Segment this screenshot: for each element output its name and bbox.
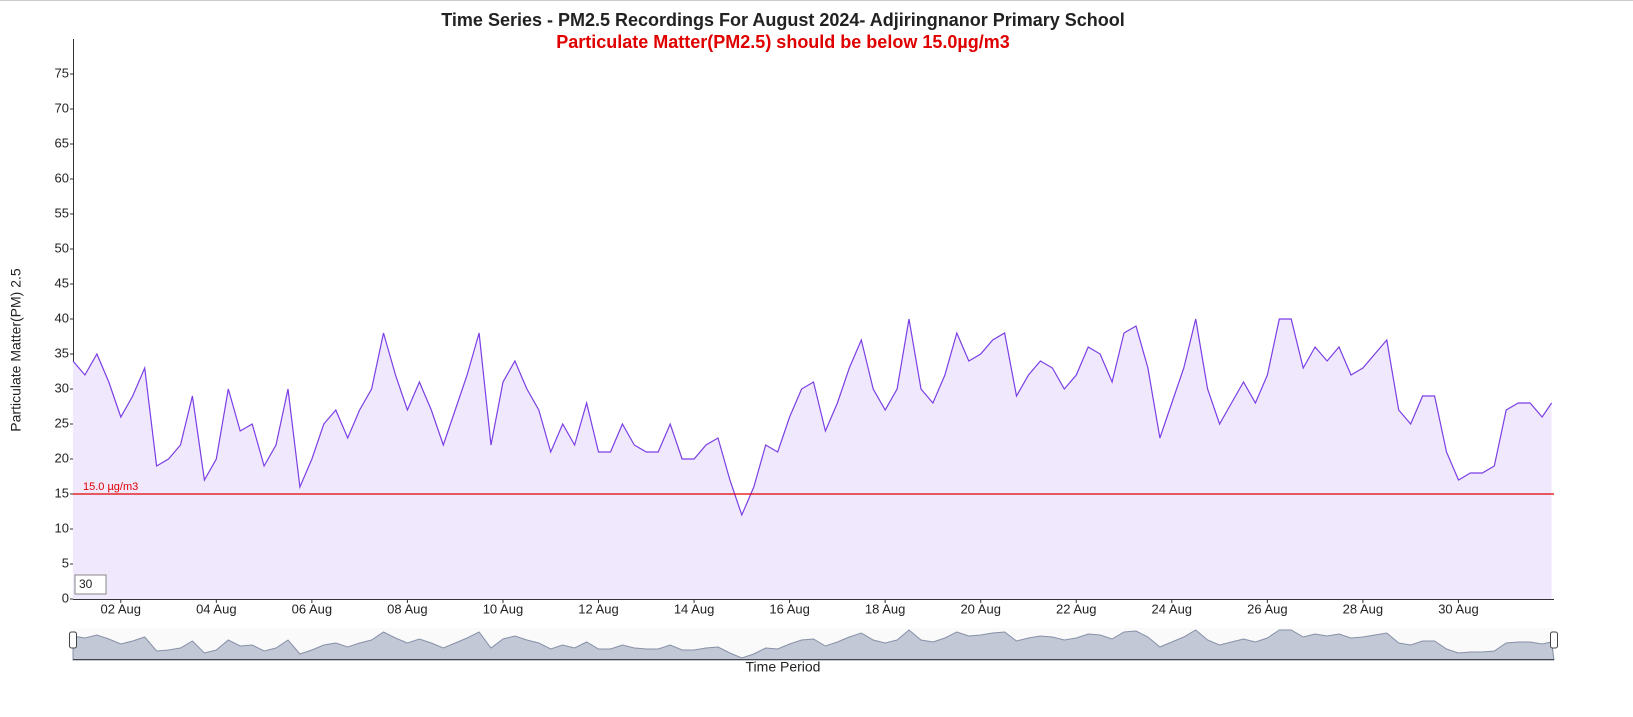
line xyxy=(72,318,1553,517)
x-tick-label: 04 Aug xyxy=(196,601,237,616)
chart-title: Time Series - PM2.5 Recordings For Augus… xyxy=(441,10,1125,30)
y-tick-label: 70 xyxy=(55,100,69,115)
roll-period-value: 30 xyxy=(79,577,93,591)
threshold-label: 15.0 µg/m3 xyxy=(83,481,138,493)
x-tick-label: 30 Aug xyxy=(1438,601,1479,616)
y-tick-label: 55 xyxy=(55,205,69,220)
y-tick-label: 45 xyxy=(55,275,69,290)
x-tick-label: 08 Aug xyxy=(387,601,428,616)
y-tick-label: 35 xyxy=(55,345,69,360)
x-tick-label: 06 Aug xyxy=(292,601,333,616)
y-tick-label: 40 xyxy=(55,310,69,325)
y-tick-label: 30 xyxy=(55,380,69,395)
range-handle[interactable] xyxy=(69,631,77,649)
area xyxy=(73,319,1552,599)
x-tick-label: 12 Aug xyxy=(578,601,619,616)
y-tick-label: 20 xyxy=(55,450,69,465)
y-tick-label: 65 xyxy=(55,135,69,150)
x-tick-label: 22 Aug xyxy=(1056,601,1097,616)
range-selector-area xyxy=(72,629,1555,661)
y-tick-label: 60 xyxy=(55,170,69,185)
y-tick-label: 25 xyxy=(55,415,69,430)
x-tick-label: 20 Aug xyxy=(960,601,1001,616)
x-tick-label: 10 Aug xyxy=(483,601,524,616)
x-tick-label: 24 Aug xyxy=(1152,601,1193,616)
x-tick-label: 26 Aug xyxy=(1247,601,1288,616)
y-tick-label: 10 xyxy=(55,520,69,535)
x-tick-label: 28 Aug xyxy=(1343,601,1384,616)
y-tick-label: 75 xyxy=(55,65,69,80)
roll-period-input[interactable] xyxy=(74,574,107,595)
x-axis-label: Time Period xyxy=(746,659,821,675)
range-handle[interactable] xyxy=(1550,631,1558,649)
x-tick-label: 16 Aug xyxy=(769,601,810,616)
x-tick-label: 18 Aug xyxy=(865,601,906,616)
x-tick-label: 02 Aug xyxy=(101,601,142,616)
y-tick-label: 15 xyxy=(55,485,69,500)
y-tick-label: 0 xyxy=(62,590,69,605)
x-tick-label: 14 Aug xyxy=(674,601,715,616)
y-tick-label: 5 xyxy=(62,555,69,570)
y-axis-label: Particulate Matter(PM) 2.5 xyxy=(8,268,24,432)
chart-subtitle: Particulate Matter(PM2.5) should be belo… xyxy=(556,32,1009,52)
y-tick-label: 50 xyxy=(55,240,69,255)
